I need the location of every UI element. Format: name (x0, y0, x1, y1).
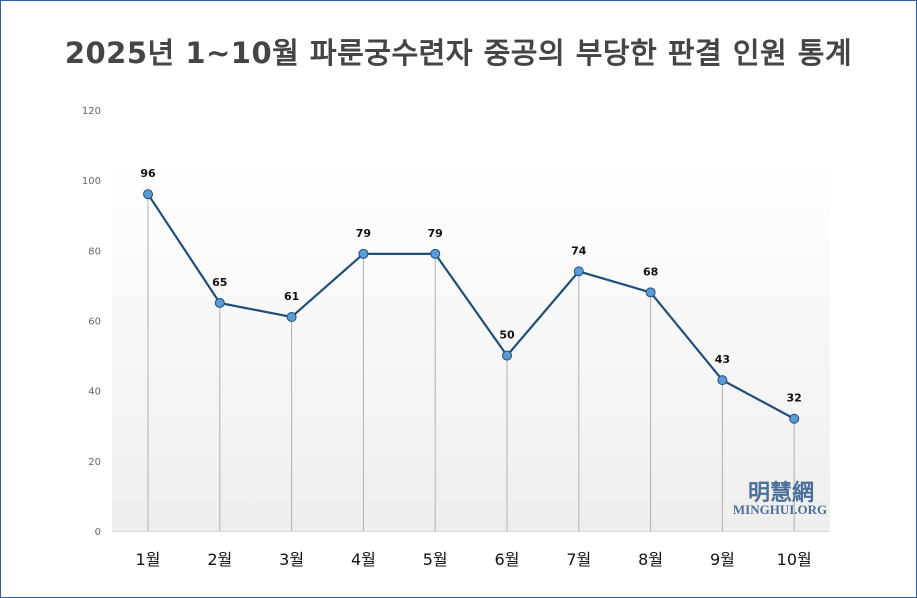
y-tick-label: 120 (82, 106, 101, 117)
x-tick-label: 10월 (777, 550, 812, 569)
data-label: 74 (571, 244, 587, 257)
data-point (286, 311, 297, 322)
watermark-latin: MINGHUI.ORG (733, 502, 827, 517)
series-line (147, 193, 795, 420)
data-label: 68 (643, 265, 658, 278)
y-tick-label: 20 (88, 457, 101, 468)
y-tick-label: 60 (88, 317, 101, 328)
data-point (502, 350, 512, 361)
data-point (214, 297, 225, 308)
data-label: 43 (715, 353, 730, 366)
data-point (789, 413, 800, 424)
data-label: 50 (499, 329, 515, 342)
plot-area (112, 160, 830, 531)
x-tick-label: 1월 (136, 550, 161, 569)
data-label: 65 (212, 276, 227, 289)
chart-title: 2025년 1~10월 파룬궁수련자 중공의 부당한 판결 인원 통계 (64, 36, 853, 70)
data-point (430, 248, 441, 259)
data-label: 79 (428, 227, 443, 240)
data-label: 79 (356, 227, 371, 240)
data-label: 32 (787, 392, 802, 405)
x-tick-label: 4월 (351, 550, 376, 569)
data-point (717, 375, 728, 386)
data-point (143, 189, 153, 200)
watermark: 明慧網 MINGHUI.ORG (733, 480, 827, 517)
watermark-chinese: 明慧網 (748, 480, 814, 506)
x-tick-label: 9월 (710, 550, 735, 569)
y-tick-label: 100 (82, 176, 101, 187)
data-label: 61 (284, 290, 299, 303)
x-tick-label: 5월 (423, 550, 448, 569)
data-point (645, 287, 656, 298)
data-point (358, 248, 369, 259)
y-tick-label: 80 (88, 246, 101, 257)
x-tick-label: 3월 (279, 550, 304, 569)
x-tick-label: 7월 (566, 550, 591, 569)
data-point (573, 266, 584, 277)
y-tick-label: 40 (88, 387, 101, 398)
data-label: 96 (140, 167, 156, 180)
x-tick-label: 6월 (495, 550, 520, 569)
x-tick-label: 8월 (638, 550, 663, 569)
y-tick-label: 0 (95, 527, 101, 538)
x-tick-label: 2월 (207, 550, 232, 569)
